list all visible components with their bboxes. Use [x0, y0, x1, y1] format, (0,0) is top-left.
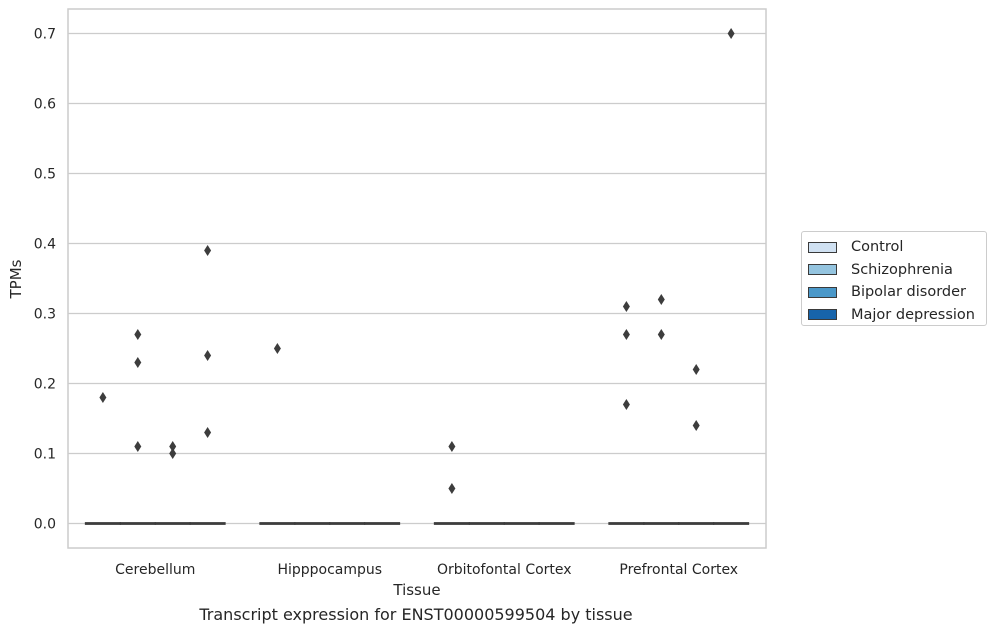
outlier-point	[622, 301, 630, 312]
y-tick-label: 0.6	[34, 97, 56, 113]
outlier-point	[448, 441, 456, 452]
outlier-point	[448, 483, 456, 494]
gridlines	[68, 32, 766, 525]
x-tick-label: Orbitofontal Cortex	[437, 562, 572, 578]
y-tick-label: 0.7	[34, 27, 56, 43]
legend-item: Schizophrenia	[808, 259, 986, 282]
x-axis-label: Tissue	[392, 581, 440, 599]
outlier-point	[134, 329, 142, 340]
outlier-point	[273, 343, 281, 354]
outlier-point	[657, 294, 665, 305]
outlier-point	[204, 350, 212, 361]
outlier-point	[204, 245, 212, 256]
outlier-point	[99, 392, 107, 403]
y-tick-label: 0.5	[34, 167, 56, 183]
y-tick-label: 0.4	[34, 237, 56, 253]
plot-frame	[67, 8, 767, 549]
chart-caption: Transcript expression for ENST0000059950…	[199, 605, 633, 624]
x-tick-label: Prefrontal Cortex	[619, 562, 738, 578]
legend-swatch	[808, 309, 837, 321]
y-axis-label: TPMs	[7, 259, 25, 299]
outlier-point	[692, 420, 700, 431]
x-tick-label: Hipppocampus	[277, 562, 382, 578]
y-tick-label: 0.0	[34, 517, 56, 533]
legend-label: Schizophrenia	[851, 261, 953, 278]
legend-swatch	[808, 241, 837, 253]
y-tick-label: 0.3	[34, 307, 56, 323]
y-tick-label: 0.2	[34, 377, 56, 393]
outlier-point	[134, 441, 142, 452]
legend-swatch	[808, 286, 837, 298]
y-tick-labels: 0.0 0.1 0.2 0.3 0.4 0.5 0.6 0.7	[34, 27, 56, 533]
legend-label: Bipolar disorder	[851, 284, 966, 301]
outlier-point	[204, 427, 212, 438]
legend-item: Bipolar disorder	[808, 281, 986, 304]
outlier-point	[169, 448, 177, 459]
legend-item: Major depression	[808, 304, 986, 327]
legend-swatch	[808, 264, 837, 276]
outlier-point	[622, 329, 630, 340]
y-tick-label: 0.1	[34, 447, 56, 463]
x-tick-label: Cerebellum	[115, 562, 195, 578]
outlier-points	[99, 28, 735, 494]
outlier-point	[134, 357, 142, 368]
outlier-point	[169, 441, 177, 452]
legend: Control Schizophrenia Bipolar disorder Majo…	[801, 231, 987, 326]
outlier-point	[657, 329, 665, 340]
boxes	[84, 522, 750, 525]
legend-item: Control	[808, 236, 986, 259]
outlier-point	[727, 28, 735, 39]
legend-label: Major depression	[851, 306, 975, 323]
outlier-point	[622, 399, 630, 410]
outlier-point	[692, 364, 700, 375]
legend-label: Control	[851, 239, 904, 256]
x-tick-labels: Cerebellum Hipppocampus Orbitofontal Corte…	[115, 562, 738, 578]
